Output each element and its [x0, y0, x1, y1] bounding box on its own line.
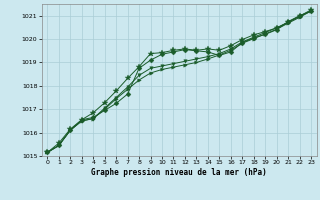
X-axis label: Graphe pression niveau de la mer (hPa): Graphe pression niveau de la mer (hPa) — [91, 168, 267, 177]
